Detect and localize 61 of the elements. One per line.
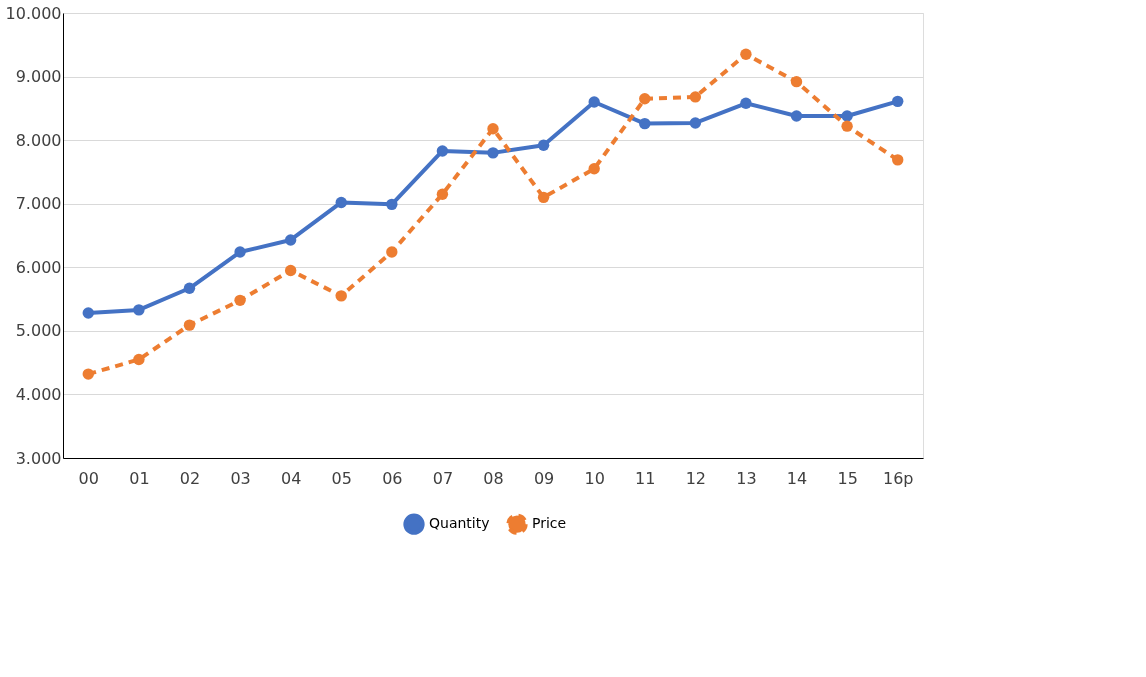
point [689, 91, 702, 103]
point [284, 264, 297, 277]
x-tick-label: 12 [685, 468, 707, 488]
point [234, 294, 246, 307]
point [588, 96, 600, 108]
x-tick-label: 04 [280, 468, 302, 488]
point [639, 93, 651, 105]
point [639, 117, 651, 130]
y-tick-label: 8.000 [15, 130, 62, 150]
x-tick-label: 02 [179, 468, 201, 488]
y-tick-label: 6.000 [15, 257, 62, 277]
point [335, 196, 347, 209]
point [841, 110, 853, 122]
x-tick-label: 03 [230, 468, 251, 488]
point [436, 145, 449, 157]
point [133, 353, 145, 366]
y-tick-label: 7.000 [15, 194, 62, 214]
point [588, 163, 600, 175]
point [234, 246, 246, 258]
point [284, 234, 297, 246]
x-tick-label: 01 [129, 468, 150, 488]
point [487, 147, 499, 159]
point [841, 120, 853, 132]
x-tick-label: 10 [584, 468, 605, 488]
y-tick-label: 5.000 [15, 321, 62, 341]
x-tick-label: 15 [837, 468, 858, 488]
point [892, 154, 904, 166]
point [487, 123, 499, 135]
x-tick-label: 09 [533, 468, 555, 488]
x-tick-label: 00 [78, 468, 99, 488]
point [183, 319, 196, 331]
point [436, 188, 449, 200]
x-tick-label: 11 [635, 468, 656, 488]
point [689, 117, 702, 129]
legend-label: Quantity [429, 515, 490, 532]
point [537, 139, 550, 151]
x-tick-label: 13 [736, 468, 757, 488]
legend-label: Price [532, 515, 567, 532]
x-tick-label: 14 [786, 468, 808, 488]
x-tick-label: 06 [382, 468, 403, 488]
point [133, 304, 145, 316]
point [892, 95, 904, 108]
x-tick-label: 16p [882, 468, 914, 488]
x-tick-label: 05 [331, 468, 352, 488]
point [537, 191, 550, 204]
point [386, 246, 398, 258]
x-tick-label: 08 [483, 468, 504, 488]
point [82, 307, 94, 319]
point [740, 48, 752, 61]
point [790, 110, 803, 122]
y-tick-label: 4.000 [15, 384, 62, 404]
point [183, 282, 196, 294]
point [790, 75, 803, 88]
y-tick-label: 10.000 [5, 3, 62, 23]
point [335, 290, 347, 302]
point [740, 97, 752, 109]
point [386, 198, 398, 211]
x-tick-label: 07 [432, 468, 454, 488]
y-tick-label: 3.000 [15, 448, 62, 468]
point [82, 368, 94, 380]
y-tick-label: 9.000 [15, 67, 62, 87]
